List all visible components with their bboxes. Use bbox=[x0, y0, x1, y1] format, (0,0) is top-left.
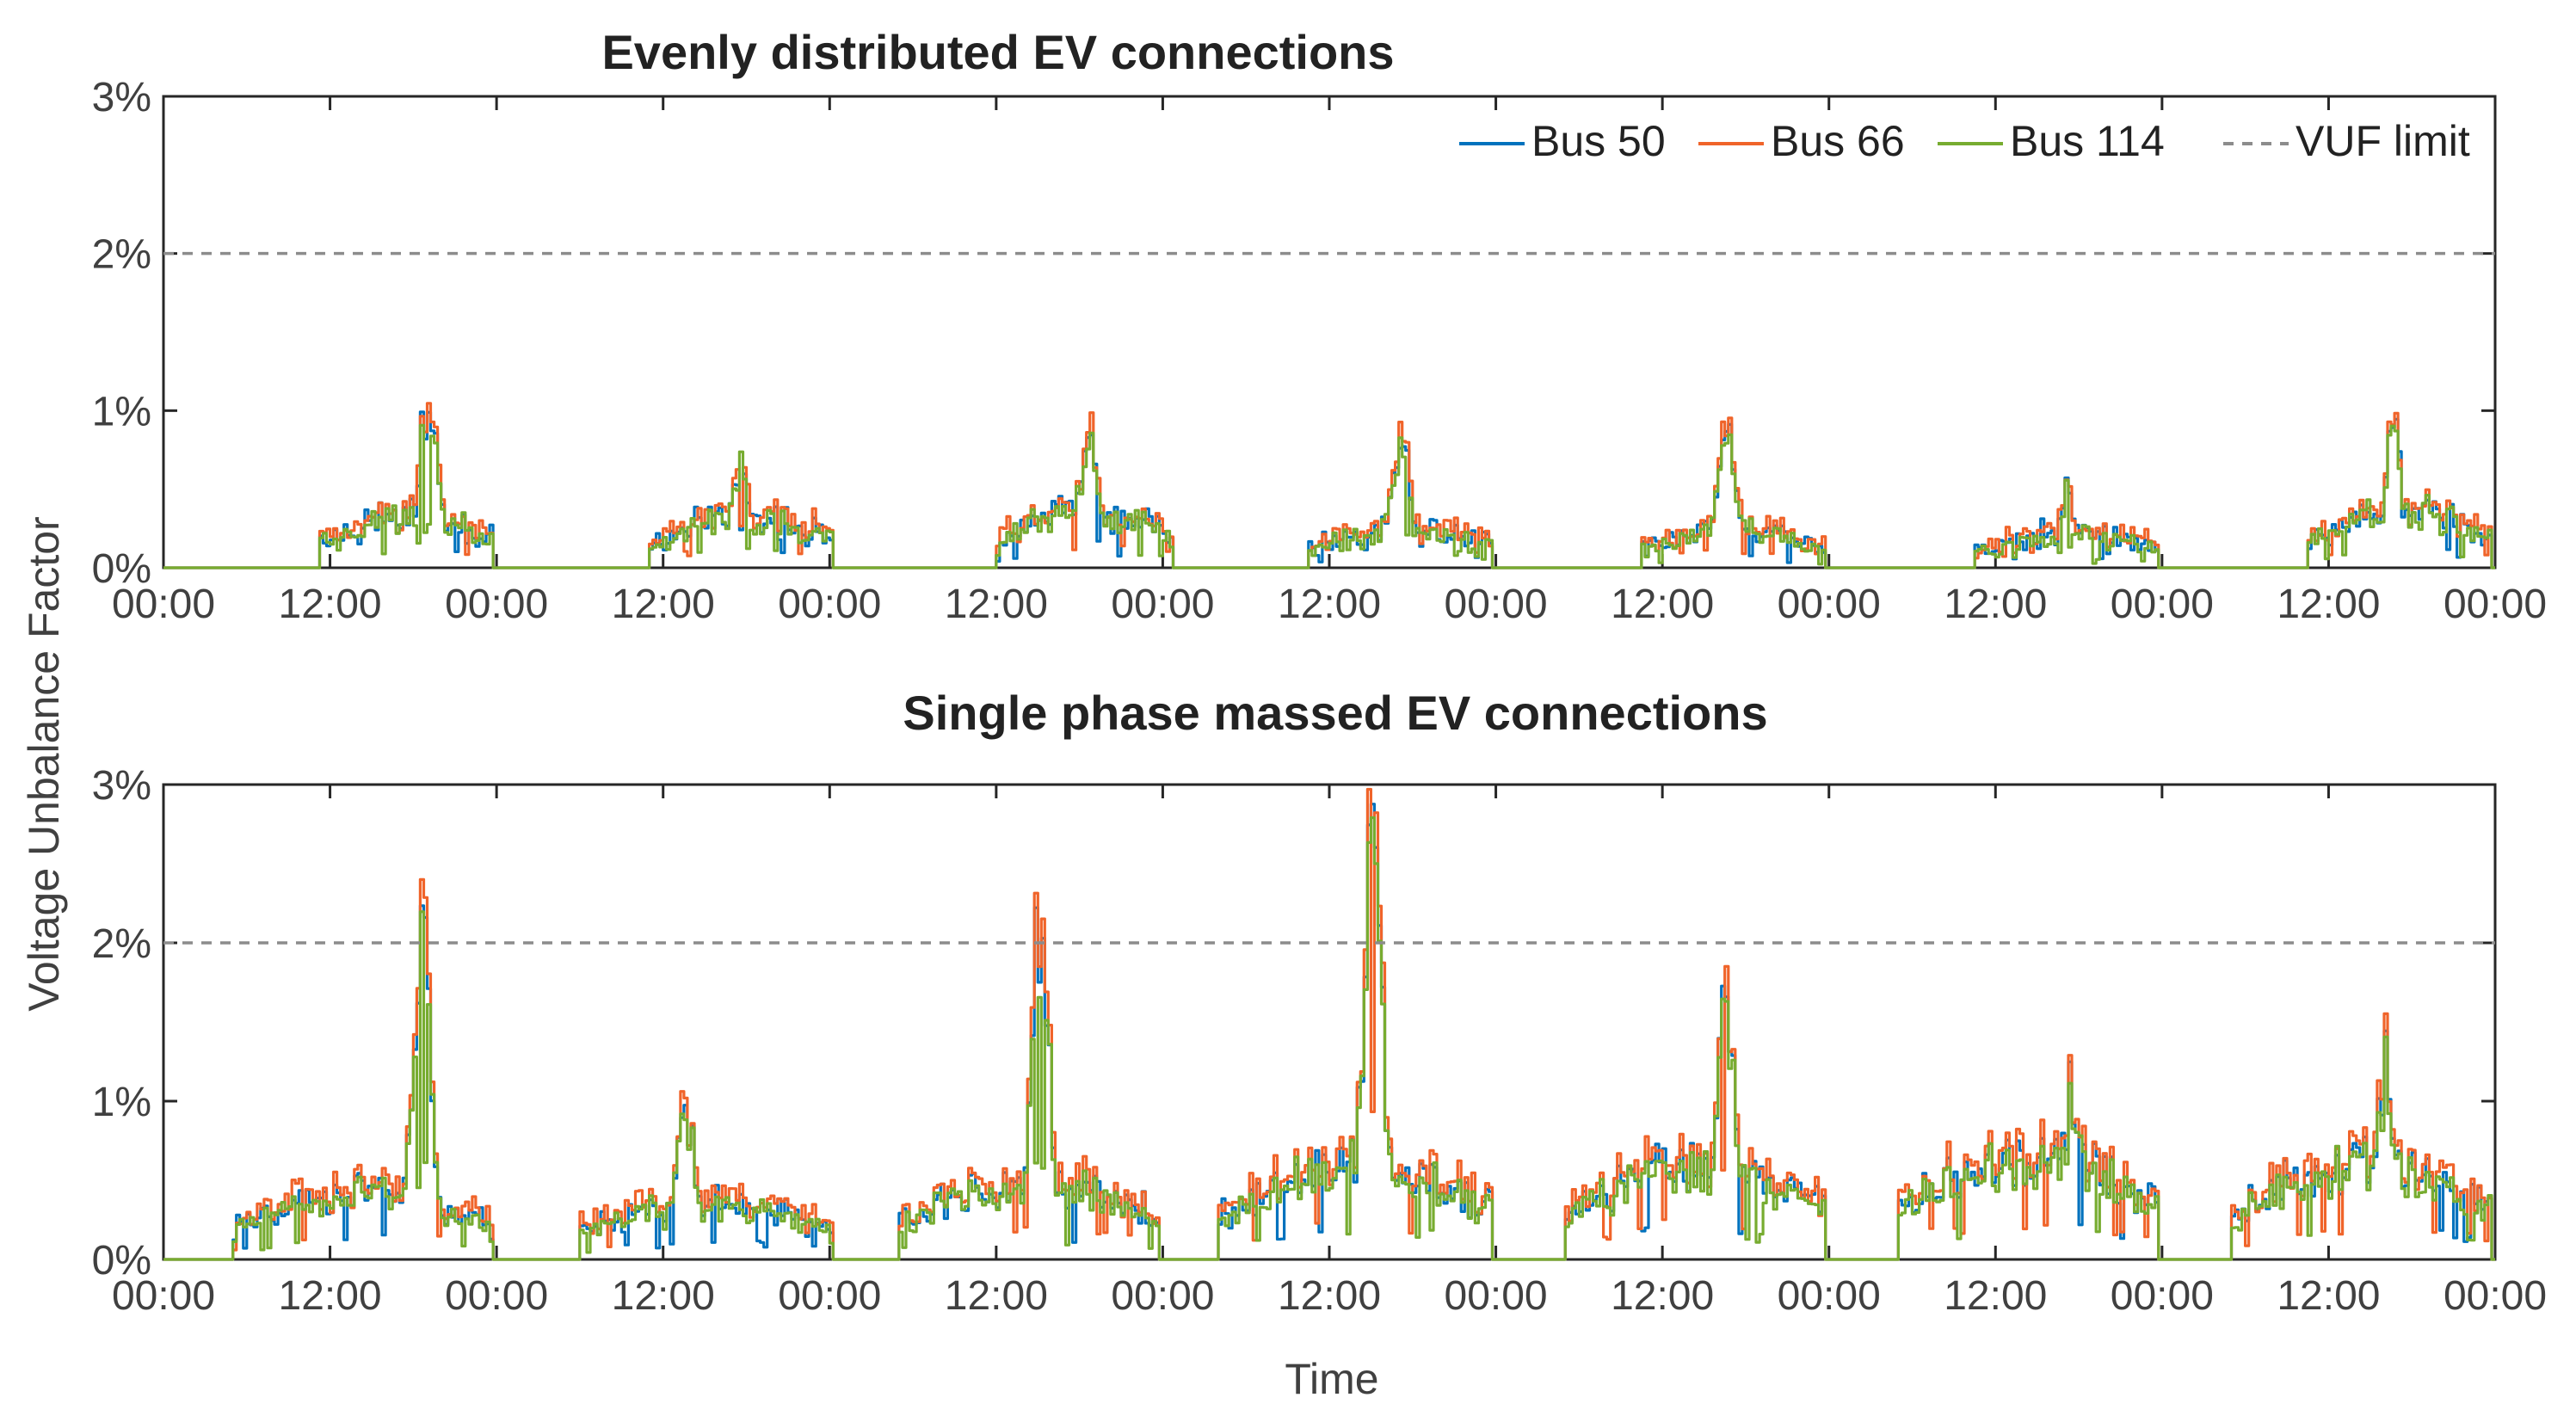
panel-evenly-distributed: Evenly distributed EV connections 00:00 1… bbox=[92, 25, 2547, 627]
x-tick-label: 12:00 bbox=[1278, 1273, 1381, 1319]
x-tick-label: 00:00 bbox=[2111, 582, 2214, 627]
x-tick-label: 12:00 bbox=[2277, 582, 2380, 627]
y-tick-labels-bottom: 0% 1% 2% 3% bbox=[92, 763, 151, 1284]
x-tick-label: 00:00 bbox=[1778, 582, 1881, 627]
y-tick-label: 1% bbox=[92, 1080, 151, 1125]
x-tick-label: 00:00 bbox=[1445, 582, 1548, 627]
chart-title-bottom: Single phase massed EV connections bbox=[903, 686, 1767, 740]
y-tick-label: 3% bbox=[92, 75, 151, 120]
panel-single-phase-massed: Single phase massed EV connections 00:00… bbox=[92, 686, 2547, 1319]
legend-label-bus-66: Bus 66 bbox=[1771, 117, 1905, 165]
x-tick-label: 12:00 bbox=[945, 1273, 1048, 1319]
y-tick-label: 1% bbox=[92, 389, 151, 434]
plot-area-top bbox=[162, 95, 2497, 569]
y-tick-label: 2% bbox=[92, 232, 151, 278]
legend-label-vuf-limit: VUF limit bbox=[2296, 117, 2470, 165]
legend: Bus 50 Bus 66 Bus 114 VUF limit bbox=[1459, 117, 2470, 165]
x-tick-label: 12:00 bbox=[2277, 1273, 2380, 1319]
x-tick-labels-top: 00:00 12:00 00:00 12:00 00:00 12:00 00:00 12:00… bbox=[112, 582, 2547, 627]
chart-title-top: Evenly distributed EV connections bbox=[601, 25, 1394, 79]
x-tick-label: 00:00 bbox=[1111, 1273, 1214, 1319]
series-layer-bottom bbox=[163, 787, 2495, 1261]
x-tick-label: 00:00 bbox=[2111, 1273, 2214, 1319]
x-tick-label: 12:00 bbox=[1944, 1273, 2047, 1319]
y-axis-label: Voltage Unbalance Factor bbox=[20, 516, 68, 1011]
y-tick-labels-top: 0% 1% 2% 3% bbox=[92, 75, 151, 592]
ticks-bottom bbox=[162, 783, 2497, 1261]
series-layer-top bbox=[163, 402, 2495, 569]
y-tick-label: 0% bbox=[92, 1238, 151, 1284]
x-tick-label: 12:00 bbox=[279, 1273, 382, 1319]
x-tick-label: 00:00 bbox=[1111, 582, 1214, 627]
x-tick-label: 12:00 bbox=[1611, 582, 1714, 627]
x-tick-label: 12:00 bbox=[1278, 582, 1381, 627]
legend-label-bus-50: Bus 50 bbox=[1531, 117, 1666, 165]
series-line-bus-114 bbox=[163, 423, 2495, 569]
x-tick-label: 00:00 bbox=[1445, 1273, 1548, 1319]
y-tick-label: 0% bbox=[92, 546, 151, 592]
x-tick-label: 00:00 bbox=[445, 1273, 548, 1319]
x-tick-label: 12:00 bbox=[1611, 1273, 1714, 1319]
x-axis-label: Time bbox=[1285, 1355, 1378, 1403]
x-tick-label: 12:00 bbox=[1944, 582, 2047, 627]
x-tick-label: 12:00 bbox=[945, 582, 1048, 627]
y-tick-label: 3% bbox=[92, 763, 151, 809]
x-tick-label: 00:00 bbox=[112, 582, 215, 627]
x-tick-label: 12:00 bbox=[279, 582, 382, 627]
x-tick-label: 00:00 bbox=[1778, 1273, 1881, 1319]
x-tick-label: 00:00 bbox=[2444, 1273, 2547, 1319]
series-line-bus-114 bbox=[163, 816, 2495, 1261]
x-tick-label: 12:00 bbox=[612, 582, 715, 627]
x-tick-label: 00:00 bbox=[2444, 582, 2547, 627]
x-tick-label: 12:00 bbox=[612, 1273, 715, 1319]
x-tick-label: 00:00 bbox=[778, 1273, 881, 1319]
x-tick-labels-bottom: 00:00 12:00 00:00 12:00 00:00 12:00 00:00 12:00… bbox=[112, 1273, 2547, 1319]
x-tick-label: 00:00 bbox=[445, 582, 548, 627]
series-line-bus-66 bbox=[163, 787, 2495, 1261]
x-tick-label: 00:00 bbox=[778, 582, 881, 627]
x-tick-label: 00:00 bbox=[112, 1273, 215, 1319]
legend-label-bus-114: Bus 114 bbox=[2010, 117, 2165, 165]
y-tick-label: 2% bbox=[92, 921, 151, 967]
